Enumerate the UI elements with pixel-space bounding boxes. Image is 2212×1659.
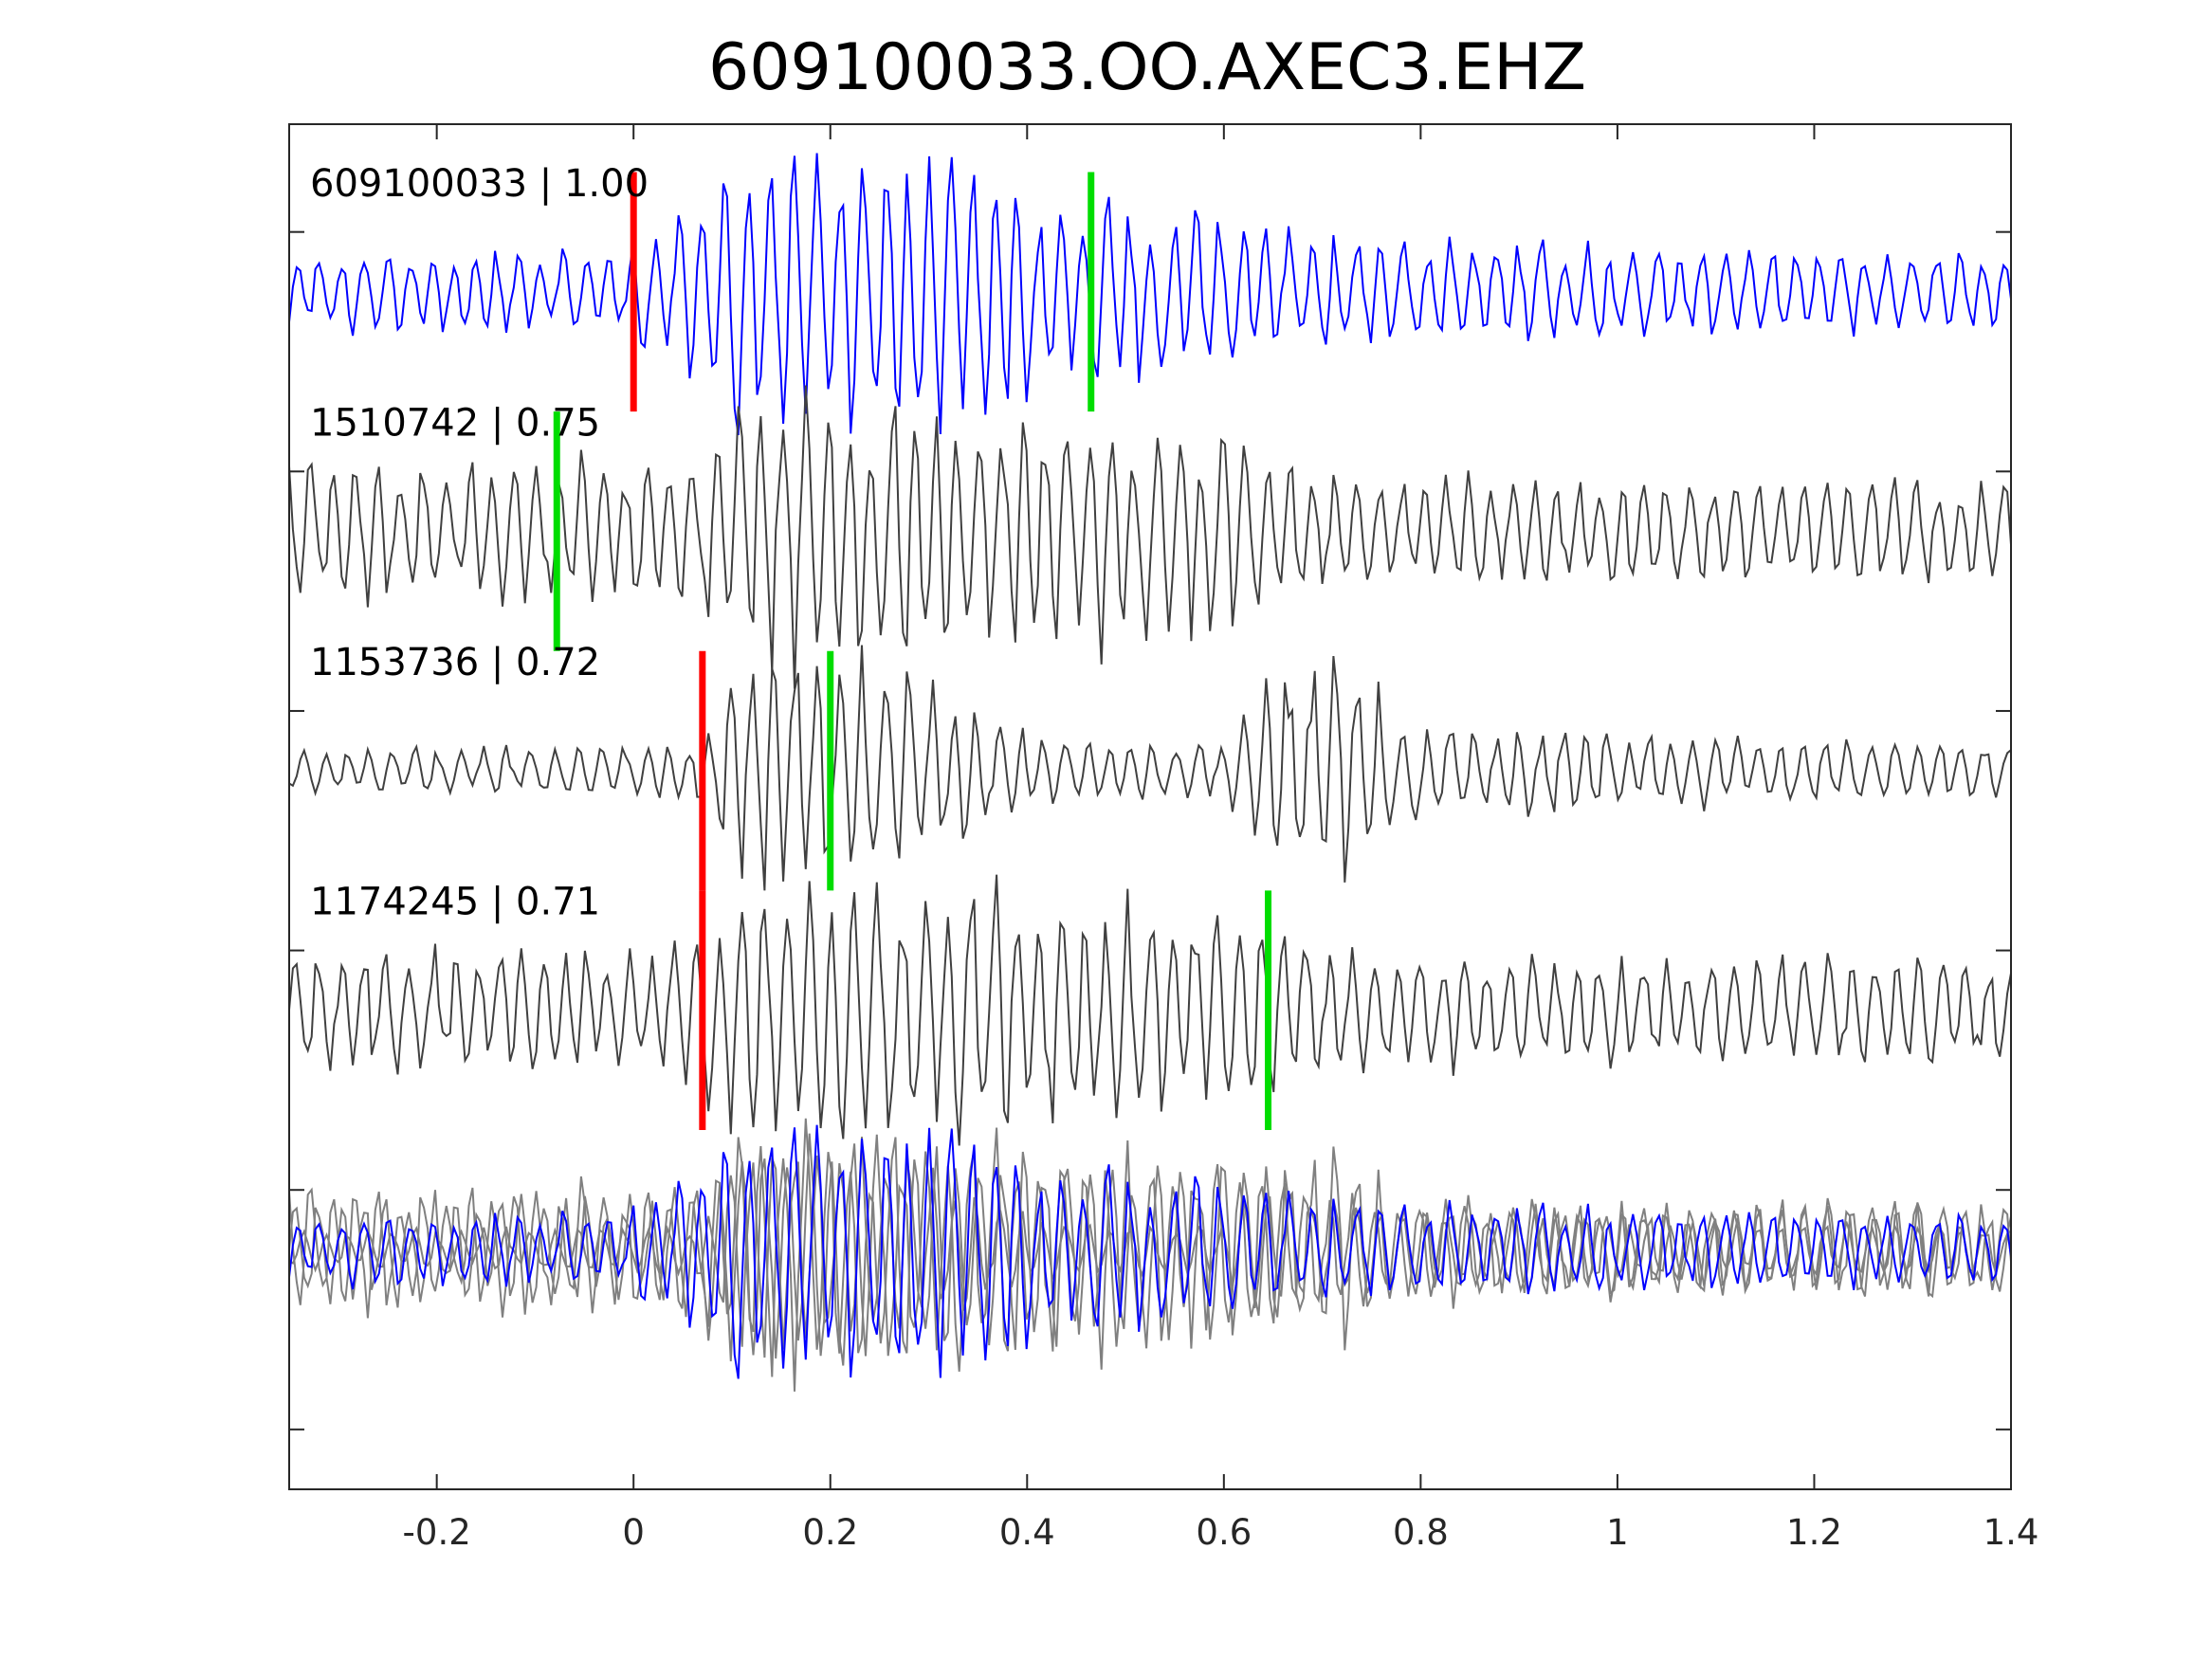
pick-markers: [553, 172, 1272, 1131]
stack-template-trace-1: [288, 1137, 2012, 1358]
trace-label-0: 609100033 | 1.00: [310, 162, 649, 206]
x-tick-label: 1: [1606, 1512, 1629, 1553]
trace-labels: 609100033 | 1.00 1510742 | 0.75 1153736 | …: [310, 162, 649, 924]
stack-template-trace-0: [288, 1118, 2012, 1392]
x-tick-label: 0.4: [999, 1512, 1055, 1553]
trace-label-2: 1153736 | 0.72: [310, 641, 600, 684]
x-tick-label: 0.2: [802, 1512, 858, 1553]
stack-master-trace: [288, 1124, 2012, 1379]
trace-label-1: 1510742 | 0.75: [310, 401, 600, 445]
x-tick-label: -0.2: [403, 1512, 471, 1553]
x-tick-label: 1.2: [1786, 1512, 1842, 1553]
trace-0: [288, 153, 2012, 436]
x-tick-labels: -0.2 0 0.2 0.4 0.6 0.8 1 1.2 1.4: [403, 1512, 2039, 1553]
axes-box: [288, 123, 2012, 1490]
chart-title: 609100033.OO.AXEC3.EHZ: [708, 30, 1586, 105]
trace-3: [288, 874, 2012, 1146]
trace-1: [288, 385, 2012, 689]
x-tick-label: 0.6: [1196, 1512, 1252, 1553]
x-tick-label: 0: [622, 1512, 645, 1553]
stack-template-trace-2: [288, 1127, 2012, 1372]
axis-ticks: [289, 124, 2012, 1489]
x-tick-label: 1.4: [1983, 1512, 2039, 1553]
x-tick-label: 0.8: [1393, 1512, 1449, 1553]
trace-area: [288, 153, 2012, 1392]
trace-label-3: 1174245 | 0.71: [310, 881, 600, 924]
trace-2: [288, 645, 2012, 891]
